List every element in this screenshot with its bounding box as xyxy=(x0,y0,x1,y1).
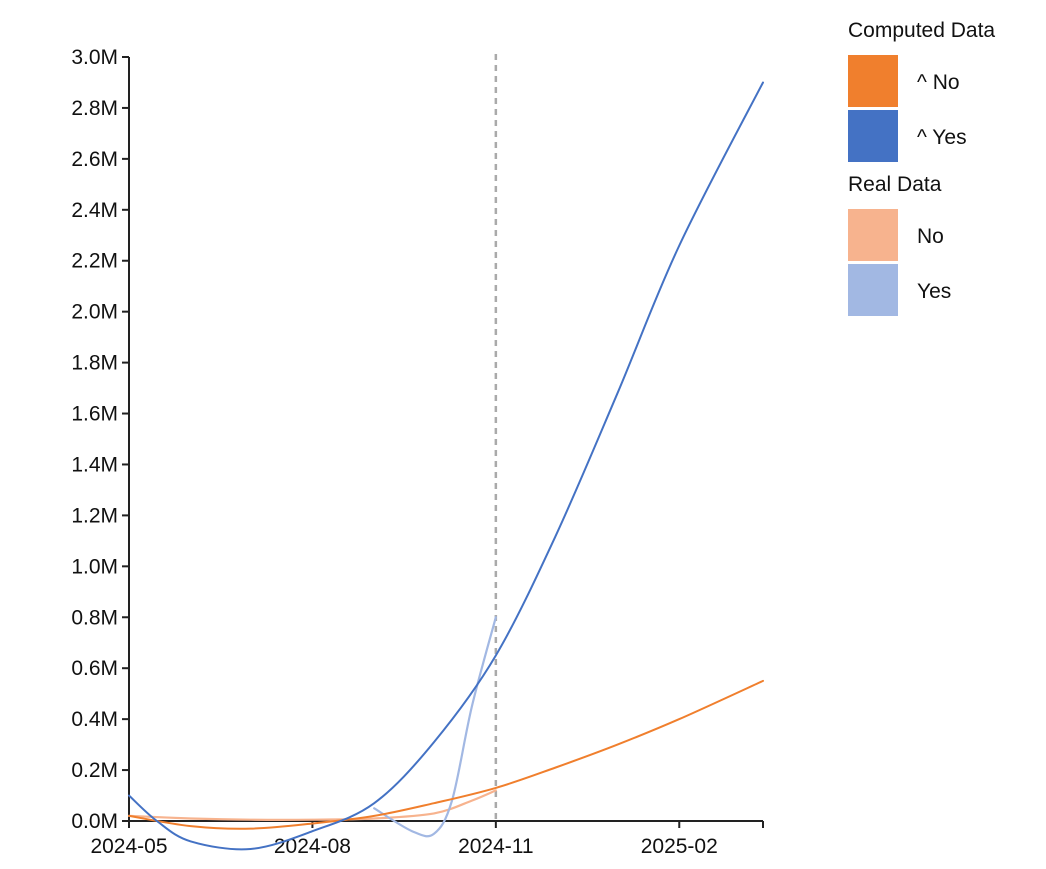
legend-swatch xyxy=(848,209,898,261)
x-tick-label: 2024-05 xyxy=(90,835,167,858)
y-tick-label: 3.0M xyxy=(71,46,118,69)
y-tick-label: 0.0M xyxy=(71,810,118,833)
series-layer xyxy=(127,81,764,851)
legend-group-title: Real Data xyxy=(848,173,942,196)
legend-swatch xyxy=(848,264,898,316)
y-tick-label: 0.6M xyxy=(71,657,118,680)
y-tick-label: 1.4M xyxy=(71,453,118,476)
x-axis: 2024-05 2024-08 2024-11 2025-02 xyxy=(90,820,764,858)
y-tick-label: 0.8M xyxy=(71,606,118,629)
y-tick-label: 1.0M xyxy=(71,555,118,578)
y-tick-label: 1.2M xyxy=(71,504,118,527)
y-tick-label: 1.6M xyxy=(71,403,118,426)
y-axis: 0.0M 0.2M 0.4M 0.6M 0.8M 1.0M 1.2M 1.4M 1.6M 1.8M… xyxy=(71,46,130,833)
legend-swatch xyxy=(848,55,898,107)
y-tick-label: 2.4M xyxy=(71,199,118,222)
legend-label: ^ No xyxy=(917,71,960,94)
series-line-no-real xyxy=(127,789,497,821)
legend-label: ^ Yes xyxy=(917,126,967,149)
y-tick-label: 0.4M xyxy=(71,708,118,731)
legend-label: No xyxy=(917,225,944,248)
legend-label: Yes xyxy=(917,280,951,303)
x-tick-label: 2024-11 xyxy=(458,835,534,858)
y-tick-label: 2.6M xyxy=(71,148,118,171)
series-line-yes-computed xyxy=(128,81,764,851)
series-line-no-computed xyxy=(128,679,764,830)
x-tick-label: 2024-08 xyxy=(274,835,351,858)
y-tick-label: 2.8M xyxy=(71,97,118,120)
x-tick-label: 2025-02 xyxy=(641,835,718,858)
y-tick-label: 2.0M xyxy=(71,301,118,324)
legend-swatch xyxy=(848,110,898,162)
y-tick-label: 0.2M xyxy=(71,759,118,782)
legend: Computed Data ^ No ^ Yes Real Data No Yes xyxy=(848,19,995,316)
legend-group-title: Computed Data xyxy=(848,19,995,42)
y-tick-label: 1.8M xyxy=(71,352,118,375)
y-tick-label: 2.2M xyxy=(71,250,118,273)
